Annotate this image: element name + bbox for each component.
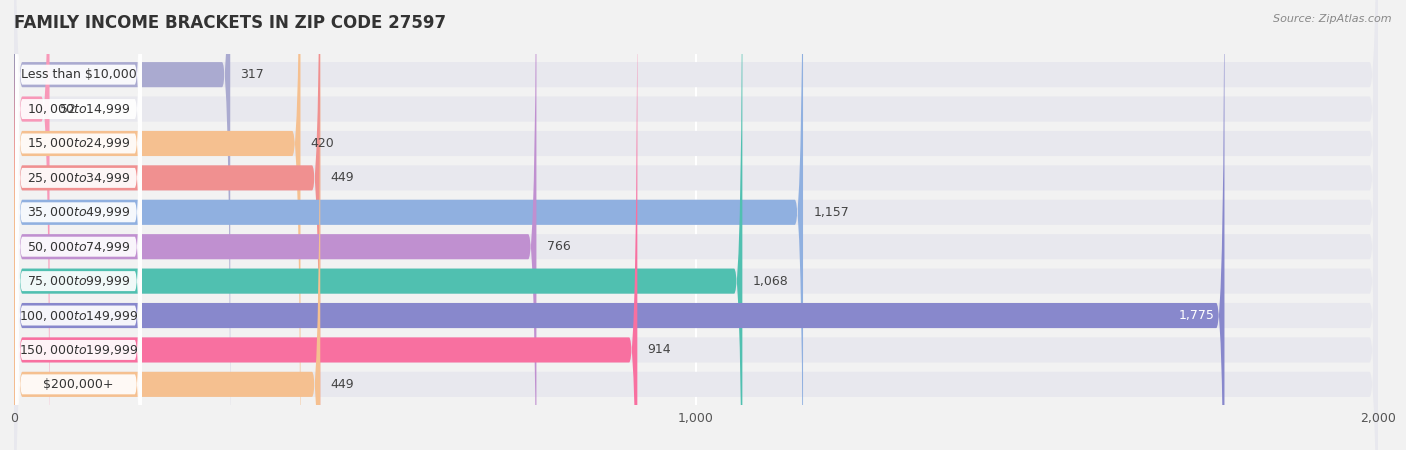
Text: 449: 449 bbox=[330, 378, 354, 391]
FancyBboxPatch shape bbox=[15, 0, 142, 450]
FancyBboxPatch shape bbox=[14, 0, 1378, 450]
FancyBboxPatch shape bbox=[14, 0, 231, 450]
FancyBboxPatch shape bbox=[14, 0, 1378, 450]
Text: $200,000+: $200,000+ bbox=[44, 378, 114, 391]
Text: $25,000 to $34,999: $25,000 to $34,999 bbox=[27, 171, 131, 185]
Text: 52: 52 bbox=[59, 103, 76, 116]
Text: FAMILY INCOME BRACKETS IN ZIP CODE 27597: FAMILY INCOME BRACKETS IN ZIP CODE 27597 bbox=[14, 14, 446, 32]
Text: $15,000 to $24,999: $15,000 to $24,999 bbox=[27, 136, 131, 150]
FancyBboxPatch shape bbox=[14, 0, 1378, 450]
FancyBboxPatch shape bbox=[15, 0, 142, 450]
FancyBboxPatch shape bbox=[15, 0, 142, 450]
FancyBboxPatch shape bbox=[14, 0, 49, 450]
FancyBboxPatch shape bbox=[15, 0, 142, 450]
FancyBboxPatch shape bbox=[14, 0, 1378, 450]
Text: 1,775: 1,775 bbox=[1178, 309, 1215, 322]
FancyBboxPatch shape bbox=[14, 0, 637, 450]
FancyBboxPatch shape bbox=[14, 0, 1378, 450]
FancyBboxPatch shape bbox=[15, 0, 142, 450]
Text: 317: 317 bbox=[240, 68, 264, 81]
Text: $75,000 to $99,999: $75,000 to $99,999 bbox=[27, 274, 131, 288]
Text: $35,000 to $49,999: $35,000 to $49,999 bbox=[27, 205, 131, 219]
FancyBboxPatch shape bbox=[14, 0, 301, 450]
FancyBboxPatch shape bbox=[14, 0, 803, 450]
Text: 420: 420 bbox=[311, 137, 335, 150]
Text: $10,000 to $14,999: $10,000 to $14,999 bbox=[27, 102, 131, 116]
Text: Source: ZipAtlas.com: Source: ZipAtlas.com bbox=[1274, 14, 1392, 23]
Text: Less than $10,000: Less than $10,000 bbox=[21, 68, 136, 81]
Text: 1,157: 1,157 bbox=[813, 206, 849, 219]
FancyBboxPatch shape bbox=[14, 0, 321, 450]
FancyBboxPatch shape bbox=[15, 16, 142, 450]
FancyBboxPatch shape bbox=[14, 0, 1378, 450]
FancyBboxPatch shape bbox=[15, 0, 142, 450]
FancyBboxPatch shape bbox=[14, 0, 537, 450]
Text: 1,068: 1,068 bbox=[752, 274, 789, 288]
FancyBboxPatch shape bbox=[15, 50, 142, 450]
Text: 766: 766 bbox=[547, 240, 571, 253]
FancyBboxPatch shape bbox=[14, 0, 742, 450]
FancyBboxPatch shape bbox=[14, 0, 321, 450]
FancyBboxPatch shape bbox=[15, 0, 142, 409]
Text: $50,000 to $74,999: $50,000 to $74,999 bbox=[27, 240, 131, 254]
Text: $150,000 to $199,999: $150,000 to $199,999 bbox=[18, 343, 138, 357]
FancyBboxPatch shape bbox=[14, 0, 1378, 450]
FancyBboxPatch shape bbox=[14, 0, 1378, 450]
FancyBboxPatch shape bbox=[14, 0, 1225, 450]
Text: $100,000 to $149,999: $100,000 to $149,999 bbox=[18, 309, 138, 323]
FancyBboxPatch shape bbox=[14, 0, 1378, 450]
Text: 449: 449 bbox=[330, 171, 354, 184]
FancyBboxPatch shape bbox=[14, 0, 1378, 450]
FancyBboxPatch shape bbox=[15, 0, 142, 443]
Text: 914: 914 bbox=[648, 343, 671, 356]
